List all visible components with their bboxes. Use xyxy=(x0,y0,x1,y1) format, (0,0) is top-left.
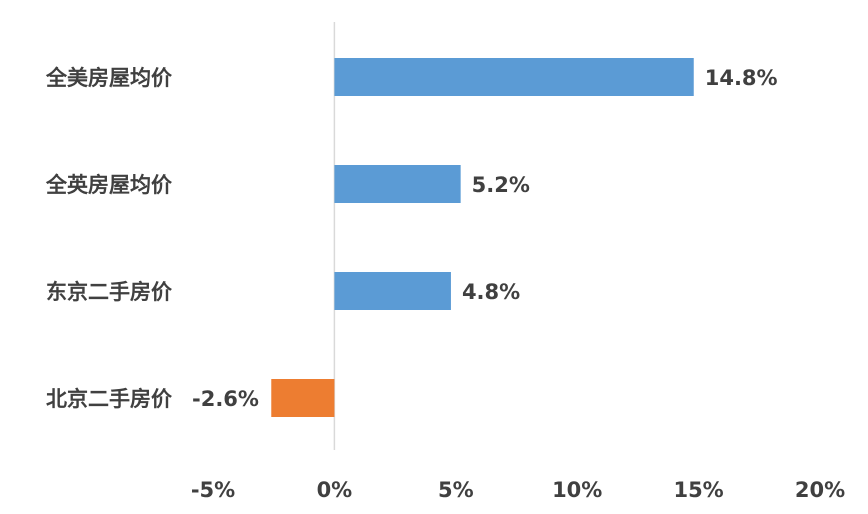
x-tick-labels-group: -5% 0% 5% 10% 15% 20% xyxy=(191,478,845,502)
bar-3 xyxy=(271,379,335,417)
x-tick-label-5: 20% xyxy=(795,478,845,502)
bar-2 xyxy=(334,272,451,310)
category-label-0: 全美房屋均价 xyxy=(45,66,173,90)
category-label-3: 北京二手房价 xyxy=(46,387,173,411)
data-label-0: 14.8% xyxy=(705,66,778,90)
x-tick-label-3: 10% xyxy=(552,478,602,502)
x-tick-label-1: 0% xyxy=(317,478,353,502)
data-label-3: -2.6% xyxy=(192,387,259,411)
x-tick-label-2: 5% xyxy=(438,478,474,502)
bar-0 xyxy=(334,58,694,96)
category-label-1: 全英房屋均价 xyxy=(45,173,173,197)
x-tick-label-4: 15% xyxy=(673,478,723,502)
category-label-2: 东京二手房价 xyxy=(46,280,173,304)
bars-group xyxy=(271,58,694,417)
data-label-2: 4.8% xyxy=(462,280,520,304)
bar-1 xyxy=(334,165,461,203)
data-labels-group: 14.8% 5.2% 4.8% -2.6% xyxy=(192,66,778,411)
data-label-1: 5.2% xyxy=(472,173,530,197)
x-tick-label-0: -5% xyxy=(191,478,235,502)
